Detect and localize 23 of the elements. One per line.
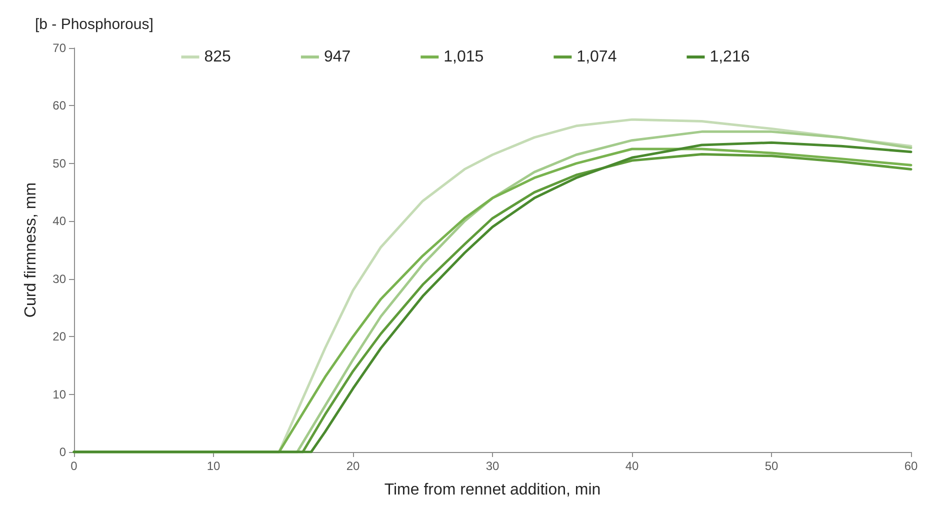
x-tick-label: 60: [904, 459, 918, 473]
x-tick-label: 40: [625, 459, 639, 473]
x-tick-label: 10: [206, 459, 220, 473]
legend-label: 1,216: [710, 48, 750, 66]
y-tick-label: 60: [52, 98, 66, 113]
y-tick-label: 0: [59, 445, 66, 459]
y-tick-label: 40: [52, 214, 66, 228]
x-tick-label: 30: [486, 459, 500, 473]
x-tick-label: 0: [70, 459, 78, 473]
legend-label: 947: [324, 48, 351, 66]
y-tick-label: 50: [52, 156, 66, 170]
x-axis-title: Time from rennet addition, min: [384, 482, 601, 498]
y-tick-label: 70: [52, 41, 66, 55]
chart-title: [b - Phosphorous]: [35, 16, 154, 33]
legend-label: 825: [204, 48, 232, 66]
legend-label: 1,074: [576, 48, 617, 66]
y-tick-label: 10: [52, 387, 66, 402]
x-tick-label: 20: [346, 459, 360, 473]
y-tick-label: 20: [52, 330, 66, 344]
y-axis-title: Curd firmness, mm: [22, 182, 40, 318]
y-tick-label: 30: [52, 272, 66, 286]
legend-label: 1,015: [444, 48, 484, 66]
x-tick-label: 50: [764, 459, 778, 473]
